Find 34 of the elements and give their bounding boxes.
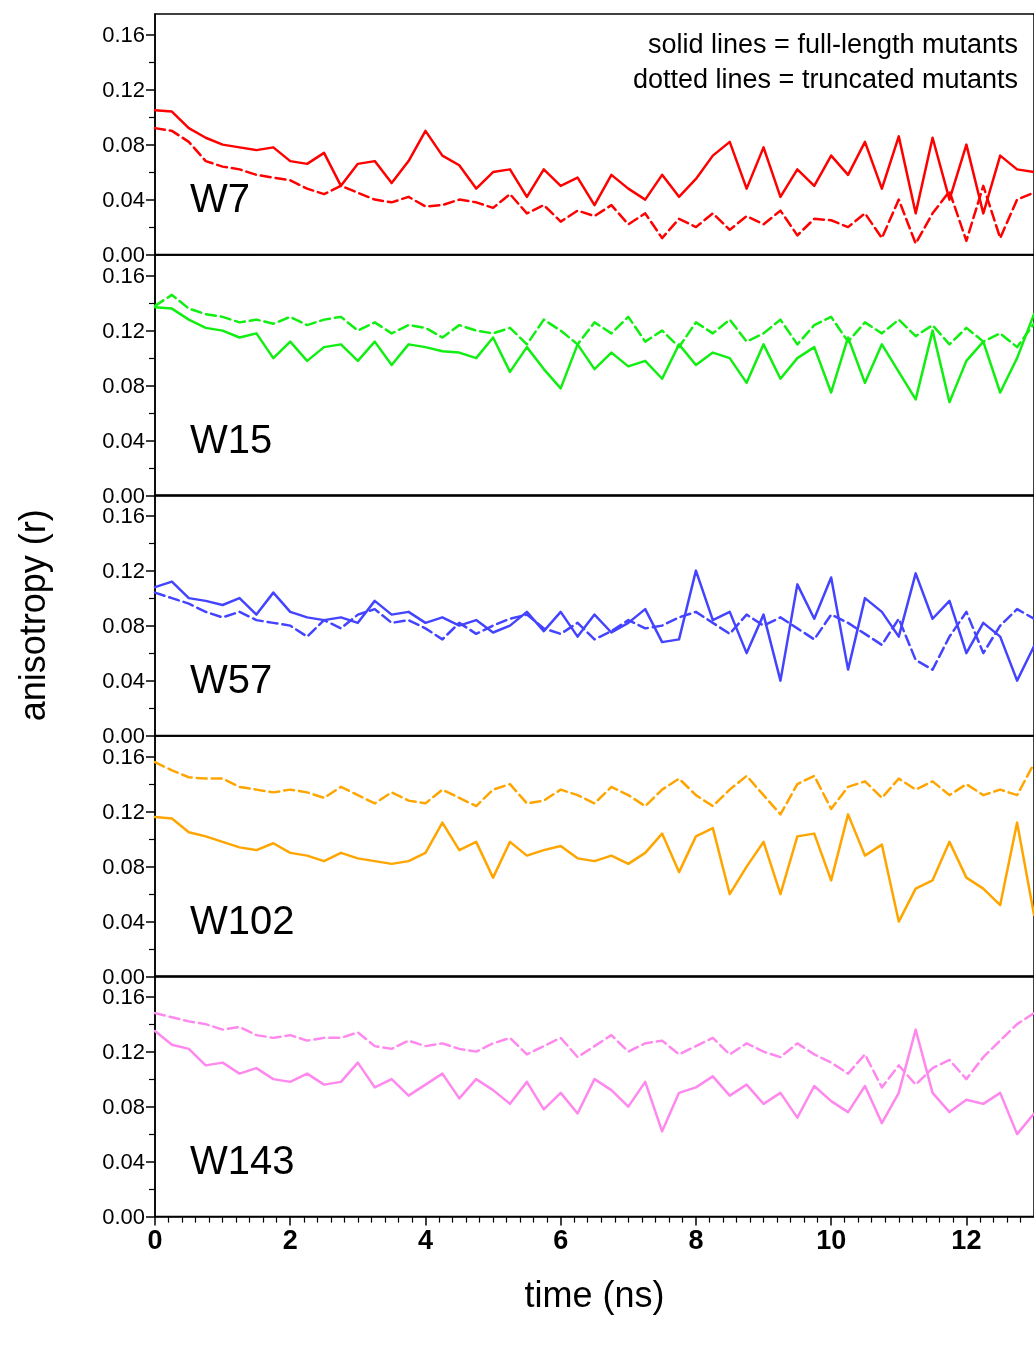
y-tick-label: 0.04 [102,187,145,213]
annotation: solid lines = full-length mutants [648,28,1019,59]
y-tick-label: 0.08 [102,132,145,158]
y-tick-label: 0.04 [102,1149,145,1175]
y-tick-label: 0.12 [102,798,145,824]
annotation: W143 [190,1138,295,1182]
x-tick-label: 8 [688,1225,704,1256]
x-tick-label: 4 [417,1225,433,1256]
x-tick-label: 12 [951,1225,982,1256]
x-axis-title: time (ns) [524,1274,665,1316]
annotation: W57 [190,656,273,701]
annotation: dotted lines = truncated mutants [633,63,1019,94]
y-tick-label: 0.08 [102,613,145,639]
y-tick-label: 0.08 [102,372,145,398]
annotation: W102 [190,897,295,942]
y-tick-label: 0.16 [102,22,145,48]
y-tick-label: 0.00 [102,1204,145,1230]
x-tick-label: 0 [147,1225,163,1256]
y-tick-label: 0.04 [102,908,145,934]
y-tick-label: 0.08 [102,1094,145,1120]
x-tick-label: 2 [282,1225,298,1256]
y-tick-label: 0.12 [102,558,145,584]
annotation: W7 [190,175,250,220]
y-tick-label: 0.04 [102,427,145,453]
y-tick-label: 0.12 [102,317,145,343]
y-tick-label: 0.08 [102,853,145,879]
y-axis-title: anisotropy (r) [11,509,53,722]
x-tick-label: 10 [816,1225,847,1256]
annotation: W15 [190,416,273,461]
y-tick-label: 0.12 [102,77,145,103]
y-tick-label: 0.12 [102,1039,145,1065]
y-tick-label: 0.04 [102,668,145,694]
x-tick-label: 6 [553,1225,569,1256]
line-series [153,760,1034,816]
